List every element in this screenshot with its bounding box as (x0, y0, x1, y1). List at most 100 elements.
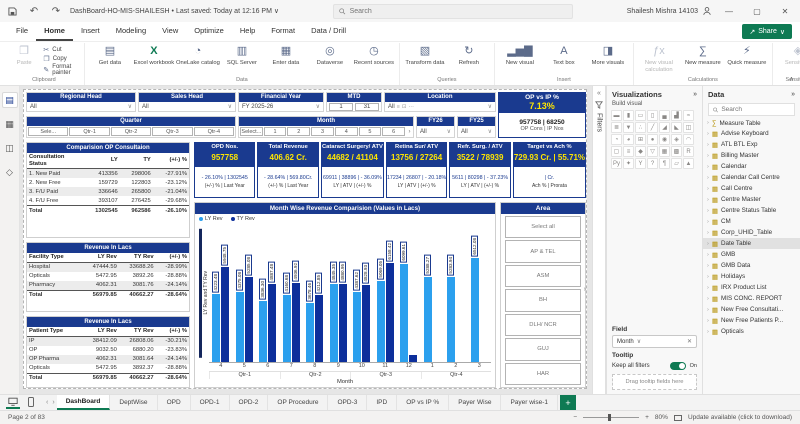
tab-opd[interactable]: OPD (157, 395, 191, 410)
menu-file[interactable]: File (8, 22, 36, 41)
table-icon[interactable]: ▦ (659, 146, 670, 157)
chevron-right-icon[interactable]: › (707, 152, 709, 159)
remove-field-icon[interactable]: ✕ (686, 339, 692, 345)
regional-head-dropdown[interactable]: All ∨ (27, 102, 135, 111)
location-dropdown[interactable]: All ≡ ⊡ ⋯ ∨ (385, 102, 495, 111)
model-view-icon[interactable]: ◫ (2, 140, 18, 156)
field-opticals[interactable]: › ▦ Opticals (703, 326, 800, 337)
field-well-month[interactable]: Month ∨ ✕ (612, 335, 697, 348)
ty-bar-month-10[interactable] (362, 285, 371, 362)
field-measure-table[interactable]: › ∑ Measure Table (703, 118, 800, 128)
chevron-right-icon[interactable]: › (707, 196, 709, 203)
gauge-icon[interactable]: ◠ (683, 134, 694, 145)
area-button[interactable]: BH (505, 289, 581, 312)
area-button[interactable]: HAR (505, 362, 581, 385)
field-atl-btl-exp[interactable]: › ▦ ATL BTL Exp (703, 139, 800, 150)
field-centre-status-table[interactable]: › ▦ Centre Status Table (703, 205, 800, 216)
matrix-icon[interactable]: ▩ (671, 146, 682, 157)
more-visuals-button[interactable]: ◨ More visuals (586, 43, 630, 67)
area-button[interactable]: DLH/ NCR (505, 313, 581, 337)
r-script-visual-icon[interactable]: R (683, 146, 694, 157)
global-search-box[interactable] (332, 3, 573, 19)
chevron-right-icon[interactable]: › (707, 207, 709, 214)
ly-bar-month-5[interactable] (235, 292, 244, 362)
narrative-icon[interactable]: ¶ (659, 158, 670, 169)
report-page[interactable]: Regional Head All ∨ Sales Head All ∨ Fin… (23, 89, 587, 389)
field-centre-master[interactable]: › ▦ Centre Master (703, 194, 800, 205)
menu-home[interactable]: Home (36, 22, 73, 41)
map-icon[interactable]: ● (647, 134, 658, 145)
100-stacked-bar-chart-icon[interactable]: ▄ (659, 110, 670, 121)
enter-data-button[interactable]: ▦ Enter data (264, 43, 308, 67)
field-billing-master[interactable]: › ▦ Billing Master (703, 150, 800, 161)
tab-opd-1[interactable]: OPD-1 (190, 395, 230, 410)
kpi-cataract-surgery-atv[interactable]: Cataract Surgery/ ATV 44682 / 41104 6991… (320, 142, 384, 198)
paste-button[interactable]: ❐ Paste (7, 43, 41, 67)
dax-query-view-icon[interactable]: ◇ (2, 164, 18, 180)
field-holidays[interactable]: › ▦ Holidays (703, 271, 800, 282)
month-button[interactable]: 3 (311, 127, 334, 136)
table-row[interactable]: Opticals 5472.95 3892.26 -28.88% (29, 273, 187, 279)
chevron-right-icon[interactable]: › (707, 240, 709, 247)
stacked-column-chart-icon[interactable]: ▮ (623, 110, 634, 121)
ly-bar-month-11[interactable] (376, 281, 385, 362)
field-gmb[interactable]: › ▦ GMB (703, 249, 800, 260)
filter-lines-icon[interactable]: ≡ (396, 103, 400, 110)
menu-data-drill[interactable]: Data / Drill (303, 22, 354, 41)
scatter-chart-icon[interactable]: ∴ (635, 122, 646, 133)
field-mis-conc-report[interactable]: › ▦ MIS CONC. REPORT (703, 293, 800, 304)
save-icon[interactable] (4, 3, 20, 19)
tab-dashboard[interactable]: DashBoard (56, 395, 111, 410)
area-button[interactable]: GUJ (505, 338, 581, 361)
table-row[interactable]: 3. F/U Paid 336646 265800 -21.04% (27, 187, 189, 196)
expand-icon[interactable]: ⊡ (401, 103, 407, 110)
card-icon[interactable]: ▢ (611, 146, 622, 157)
ty-bar-month-11[interactable] (385, 263, 394, 362)
tooltip-drop-zone[interactable]: Drag tooltip fields here (612, 374, 697, 390)
sales-head-dropdown[interactable]: All ∨ (139, 102, 235, 111)
chevron-right-icon[interactable]: › (707, 295, 709, 302)
slicer-icon[interactable]: ▽ (647, 146, 658, 157)
pie-chart-icon[interactable]: ◔ (611, 134, 622, 145)
sensitivity-button[interactable]: ◈ Sensitivity (776, 43, 800, 67)
fy25-dropdown[interactable]: All ∨ (458, 126, 495, 137)
table-row[interactable]: Opticals 5472.95 3892.37 -28.88% (29, 365, 187, 371)
tab-ipd[interactable]: IPD (367, 395, 398, 410)
chevron-right-icon[interactable]: › (707, 317, 709, 324)
waterfall-chart-icon[interactable]: ≣ (611, 122, 622, 133)
format-painter-button[interactable]: ✎ Format painter (43, 64, 80, 76)
table-row[interactable]: 2. New Free 159729 122803 -23.12% (29, 179, 187, 186)
month-button[interactable]: 6 (382, 127, 406, 136)
chevron-right-icon[interactable]: › (707, 273, 709, 280)
area-chart-icon[interactable]: ◢ (659, 122, 670, 133)
field-calendar[interactable]: › ▦ Calendar (703, 161, 800, 172)
refresh-button[interactable]: ↻ Refresh (447, 43, 491, 67)
tab-payer-wise-1[interactable]: Payer wise-1 (501, 395, 559, 410)
field-calendar-call-centre[interactable]: › ▦ Calendar Call Centre (703, 172, 800, 183)
ly-bar-month-1[interactable] (423, 277, 432, 362)
line-and-column-chart-icon[interactable]: ◫ (683, 122, 694, 133)
copy-button[interactable]: ❐ Copy (43, 55, 80, 63)
zoom-slider-handle[interactable] (608, 414, 612, 421)
kpi-refr-surg-atv[interactable]: Refr. Surg. / ATV 3522 / 78939 5611 | 80… (449, 142, 511, 198)
decomposition-tree-icon[interactable]: Y (635, 158, 646, 169)
sql-server-button[interactable]: ▥ SQL Server (220, 43, 264, 67)
menu-help[interactable]: Help (232, 22, 263, 41)
chevron-right-icon[interactable]: › (707, 328, 709, 335)
area-button[interactable]: Select all (505, 216, 581, 239)
keep-all-filters-toggle[interactable] (669, 362, 686, 370)
financial-year-dropdown[interactable]: FY 2025-26 ∨ (239, 102, 323, 111)
menu-insert[interactable]: Insert (73, 22, 108, 41)
ty-bar-month-12[interactable] (409, 355, 418, 362)
quarter-button[interactable]: Qtr-1 (69, 127, 110, 136)
zoom-out-button[interactable]: − (573, 414, 578, 421)
cut-button[interactable]: ✂ Cut (43, 46, 80, 54)
chevron-right-icon[interactable]: › (707, 130, 709, 137)
ly-bar-month-4[interactable] (212, 294, 221, 362)
table-row[interactable]: OP Pharma 4062.31 3081.64 -24.14% (27, 354, 189, 364)
quarter-button[interactable]: Sele... (28, 127, 69, 136)
table-view-icon[interactable]: ▦ (2, 116, 18, 132)
arcgis-map-icon[interactable]: ▲ (683, 158, 694, 169)
month-button[interactable]: 1 (263, 127, 287, 136)
tab-op-procedure[interactable]: OP Procedure (268, 395, 329, 410)
